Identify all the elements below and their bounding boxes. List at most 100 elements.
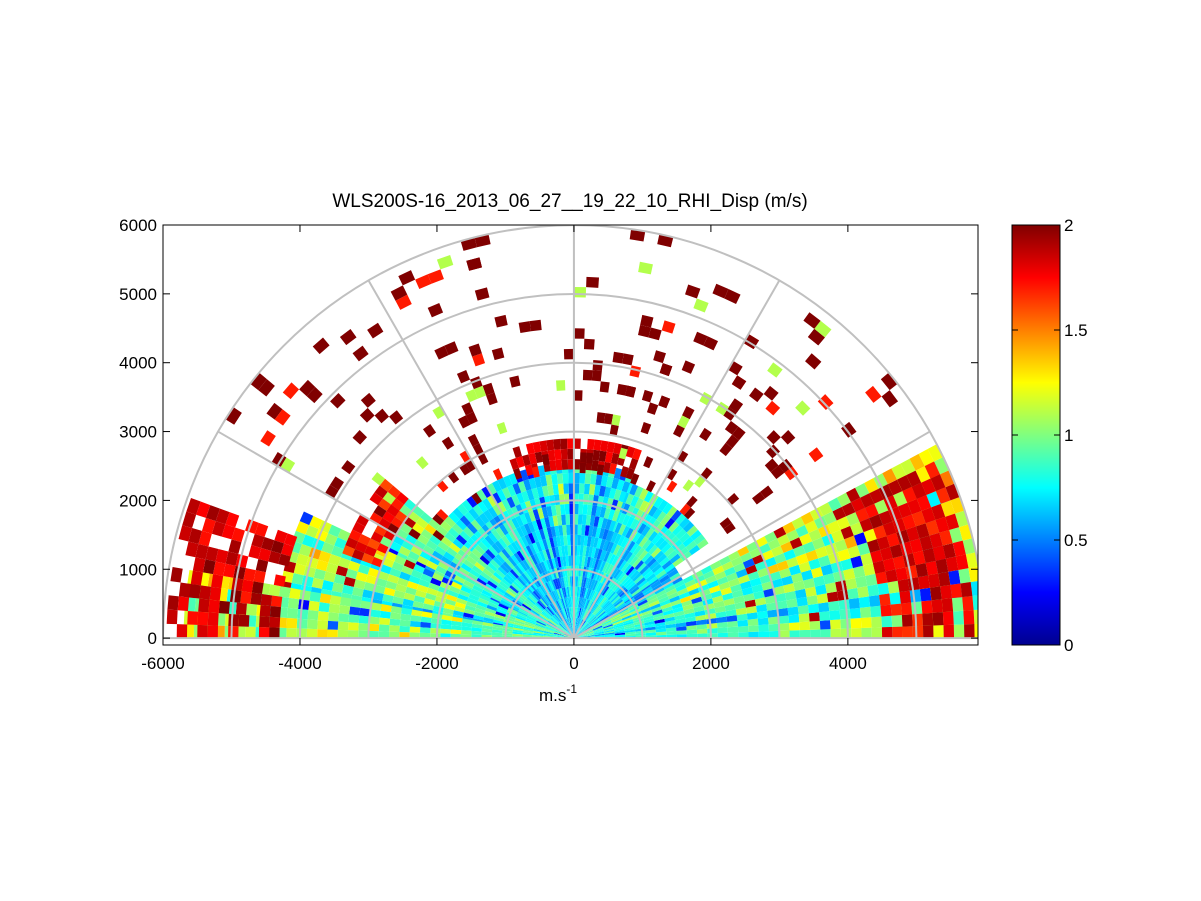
heat-cell	[598, 485, 606, 497]
heat-cell	[551, 568, 557, 580]
heat-cell-edge	[215, 508, 230, 525]
heat-cell-edge	[880, 604, 892, 617]
heat-cell	[522, 634, 533, 637]
heat-cell	[581, 609, 586, 620]
heat-cell	[753, 590, 765, 600]
heat-cell	[548, 516, 555, 527]
heat-cell	[710, 590, 723, 599]
heat-cell	[577, 514, 583, 525]
heat-cell-scatter	[719, 442, 733, 457]
heat-cell	[686, 629, 698, 635]
heat-cell-scatter	[682, 406, 695, 420]
heat-cell-edge	[178, 582, 191, 598]
heat-cell	[583, 630, 594, 635]
heat-cell	[377, 570, 390, 581]
heat-cell	[615, 500, 624, 512]
heat-cell	[493, 515, 504, 527]
heat-cell	[695, 614, 707, 621]
heat-cell	[499, 524, 509, 536]
heat-cell	[471, 548, 483, 559]
heat-cell	[972, 595, 978, 611]
heat-cell	[604, 629, 615, 633]
heat-cell	[621, 614, 632, 621]
heat-cell	[665, 627, 677, 632]
heat-cell	[522, 586, 532, 596]
heat-cell	[632, 557, 642, 568]
heat-cell	[562, 524, 567, 536]
heat-cell	[802, 541, 816, 554]
heat-cell-edge	[228, 625, 239, 639]
heat-cell	[634, 509, 644, 521]
heat-cell	[501, 535, 511, 547]
heat-cell	[891, 615, 903, 627]
heat-cell	[840, 558, 854, 571]
heat-cell	[440, 628, 451, 634]
heat-cell-scatter	[531, 466, 540, 478]
heat-cell	[743, 593, 755, 602]
heat-cell	[603, 486, 612, 498]
heat-cell-edge	[950, 583, 963, 599]
heat-cell	[597, 612, 607, 620]
heat-cell	[801, 569, 814, 581]
heat-cell-scatter	[580, 452, 587, 463]
heat-cell-scatter	[436, 255, 454, 270]
heat-cell-edge	[932, 612, 944, 626]
heat-cell	[436, 591, 448, 599]
heat-cell	[582, 610, 588, 620]
heat-cell-edge	[209, 586, 222, 601]
heat-cell	[592, 625, 603, 631]
heat-cell	[571, 617, 574, 628]
heat-cell	[585, 612, 592, 622]
heat-cell	[621, 525, 630, 537]
heat-cell	[645, 591, 656, 600]
heat-cell	[523, 511, 532, 524]
heat-cell	[465, 576, 477, 585]
colorbar-tick-label: 0.5	[1064, 531, 1088, 550]
heat-cell	[409, 632, 420, 639]
heat-cell	[516, 526, 525, 538]
heat-cell	[447, 589, 459, 598]
heat-cell	[323, 571, 336, 583]
heat-cell	[968, 566, 978, 583]
heat-cell	[680, 595, 692, 604]
heat-cell	[678, 591, 690, 600]
heat-cell	[506, 496, 516, 509]
heat-cell-edge	[231, 577, 244, 592]
heat-cell	[559, 622, 568, 631]
heat-cell-edge	[625, 467, 635, 480]
heat-cell	[848, 597, 860, 609]
heat-cell-edge	[628, 458, 639, 470]
heat-cell	[529, 579, 538, 590]
heat-cell-edge	[941, 598, 954, 613]
heat-cell	[491, 529, 502, 541]
heat-cell	[829, 610, 841, 621]
heat-cell	[622, 616, 633, 623]
heat-cell	[399, 631, 410, 639]
heat-cell-scatter	[494, 314, 508, 328]
heat-cell	[773, 552, 787, 564]
heat-cell	[598, 571, 605, 582]
heat-cell	[450, 625, 462, 631]
heat-cell	[328, 554, 341, 566]
heat-cell	[659, 556, 670, 567]
heat-cell	[488, 577, 500, 587]
heat-cell	[487, 601, 499, 609]
heat-cell	[552, 536, 558, 548]
heat-cell	[525, 582, 535, 593]
heat-cell	[370, 602, 382, 611]
colorbar-labels: 00.511.52	[1064, 216, 1088, 655]
heat-cell	[730, 556, 743, 567]
heat-cell	[633, 591, 644, 600]
heat-cell	[826, 591, 839, 603]
heat-cell	[474, 561, 485, 572]
heat-cell	[491, 492, 502, 504]
heat-cell	[675, 513, 687, 525]
heat-cell	[672, 557, 684, 568]
heat-cell	[516, 492, 525, 505]
heat-cell-edge	[878, 510, 893, 526]
heat-cell	[638, 536, 649, 548]
heat-cell	[642, 586, 653, 595]
heat-cell	[619, 588, 629, 598]
heat-cell	[496, 501, 507, 513]
heat-cell	[585, 600, 592, 611]
